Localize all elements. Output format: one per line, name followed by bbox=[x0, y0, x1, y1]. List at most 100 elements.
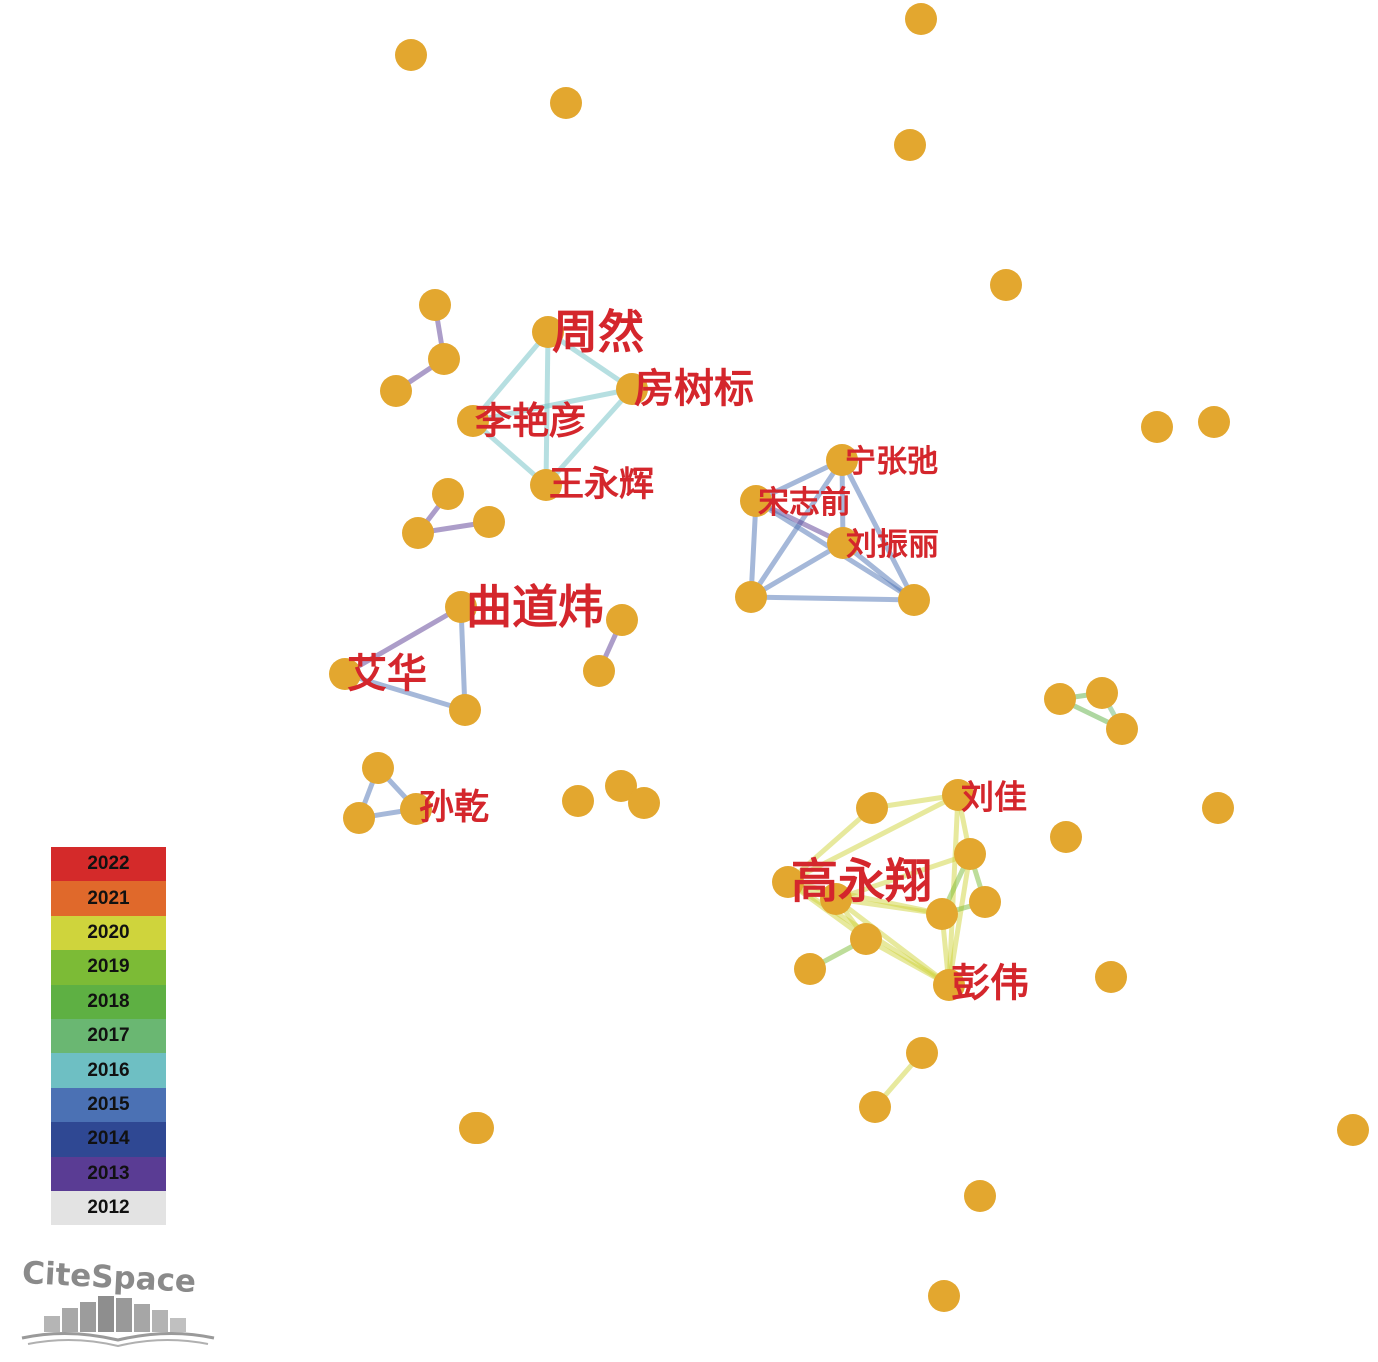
legend-item-2015: 2015 bbox=[51, 1087, 166, 1123]
legend-item-2012: 2012 bbox=[51, 1190, 166, 1226]
node-n29[interactable] bbox=[856, 792, 888, 824]
link-ningzhangchi-n17 bbox=[839, 457, 917, 603]
legend-item-2014: 2014 bbox=[51, 1122, 166, 1157]
link-n16-n17 bbox=[748, 594, 917, 603]
node-n26[interactable] bbox=[1044, 683, 1076, 715]
link-n31-n34 bbox=[833, 851, 973, 902]
link-liuzhenli-n16 bbox=[748, 540, 846, 600]
node-n10[interactable] bbox=[419, 289, 451, 321]
node-n40[interactable] bbox=[964, 1180, 996, 1212]
node-n27[interactable] bbox=[1086, 677, 1118, 709]
label-ningzhangchi: 宁张弛 bbox=[845, 444, 938, 480]
link-songzhiqian-n16 bbox=[748, 498, 759, 600]
legend-item-2018: 2018 bbox=[51, 984, 166, 1019]
legend-item-2019: 2019 bbox=[51, 950, 166, 985]
node-n33[interactable] bbox=[926, 898, 958, 930]
node-n28[interactable] bbox=[1106, 713, 1138, 745]
legend-item-2020: 2020 bbox=[51, 915, 166, 951]
node-n4[interactable] bbox=[894, 129, 926, 161]
node-zhouran[interactable] bbox=[532, 316, 564, 348]
label-liyanyan: 李艳彦 bbox=[475, 400, 586, 443]
node-n7[interactable] bbox=[1198, 406, 1230, 438]
node-n18[interactable] bbox=[449, 694, 481, 726]
node-n35[interactable] bbox=[850, 923, 882, 955]
link-zhouran-liyanyan bbox=[470, 329, 551, 424]
node-n21[interactable] bbox=[562, 785, 594, 817]
node-aihua[interactable] bbox=[329, 658, 361, 690]
legend-item-2022: 2022 bbox=[51, 847, 166, 882]
node-n41[interactable] bbox=[928, 1280, 960, 1312]
link-fangshubiao-wangyonghui bbox=[543, 386, 635, 488]
legend-item-2013: 2013 bbox=[51, 1156, 166, 1191]
node-n37[interactable] bbox=[1095, 961, 1127, 993]
logo-text: CiteSpace bbox=[21, 1258, 197, 1300]
label-wangyonghui: 王永辉 bbox=[549, 465, 654, 505]
legend-item-2017: 2017 bbox=[51, 1018, 166, 1054]
link-qudaowei-aihua bbox=[342, 604, 464, 677]
node-n23[interactable] bbox=[628, 787, 660, 819]
node-fangshubiao[interactable] bbox=[616, 373, 648, 405]
node-songzhiqian[interactable] bbox=[740, 485, 772, 517]
link-n34-n33 bbox=[833, 896, 945, 917]
node-n30[interactable] bbox=[1050, 821, 1082, 853]
node-n8[interactable] bbox=[1337, 1114, 1369, 1146]
node-n17[interactable] bbox=[898, 584, 930, 616]
node-n2[interactable] bbox=[395, 39, 427, 71]
link-n29-gaoyongxiang bbox=[785, 805, 875, 885]
node-n12[interactable] bbox=[380, 375, 412, 407]
label-aihua: 艾华 bbox=[347, 651, 427, 697]
node-pengwei[interactable] bbox=[933, 969, 965, 1001]
node-wangyonghui[interactable] bbox=[530, 469, 562, 501]
link-liyanyan-wangyonghui bbox=[470, 418, 549, 488]
node-sunqian[interactable] bbox=[400, 793, 432, 825]
node-layer bbox=[329, 3, 1369, 1312]
node-n14[interactable] bbox=[473, 506, 505, 538]
node-gaoyongxiang[interactable] bbox=[772, 866, 804, 898]
node-n15[interactable] bbox=[402, 517, 434, 549]
node-n11[interactable] bbox=[428, 343, 460, 375]
label-songzhiqian: 宋志前 bbox=[758, 485, 851, 521]
node-n16[interactable] bbox=[735, 581, 767, 613]
link-n31-pengwei bbox=[946, 851, 973, 988]
label-liujia: 刘佳 bbox=[961, 778, 1027, 817]
legend-item-2016: 2016 bbox=[51, 1053, 166, 1088]
node-n39[interactable] bbox=[859, 1091, 891, 1123]
node-n38[interactable] bbox=[906, 1037, 938, 1069]
node-n42[interactable] bbox=[1202, 792, 1234, 824]
label-fangshubiao: 房树标 bbox=[634, 366, 754, 412]
node-n1[interactable] bbox=[905, 3, 937, 35]
link-fangshubiao-liyanyan bbox=[470, 386, 635, 424]
node-n31[interactable] bbox=[954, 838, 986, 870]
label-sunqian: 孙乾 bbox=[419, 788, 489, 828]
logo-bars-icon bbox=[21, 1296, 215, 1348]
label-pengwei: 彭伟 bbox=[951, 962, 1029, 1007]
label-gaoyongxiang: 高永翔 bbox=[791, 855, 932, 910]
label-qudaowei: 曲道炜 bbox=[466, 580, 604, 634]
node-n24[interactable] bbox=[362, 752, 394, 784]
node-n20[interactable] bbox=[583, 655, 615, 687]
node-n3[interactable] bbox=[550, 87, 582, 119]
node-n43[interactable] bbox=[462, 1112, 494, 1144]
node-n6[interactable] bbox=[1141, 411, 1173, 443]
node-n5[interactable] bbox=[990, 269, 1022, 301]
node-liyanyan[interactable] bbox=[457, 405, 489, 437]
label-liuzhenli: 刘振丽 bbox=[846, 527, 939, 563]
node-n36[interactable] bbox=[794, 953, 826, 985]
node-n22[interactable] bbox=[605, 770, 637, 802]
node-qudaowei[interactable] bbox=[445, 591, 477, 623]
node-n19[interactable] bbox=[606, 604, 638, 636]
node-n13[interactable] bbox=[432, 478, 464, 510]
node-liujia[interactable] bbox=[942, 779, 974, 811]
node-n25[interactable] bbox=[343, 802, 375, 834]
link-qudaowei-n18 bbox=[458, 604, 468, 713]
link-zhouran-fangshubiao bbox=[545, 329, 635, 392]
link-aihua-n18 bbox=[342, 671, 468, 713]
node-ningzhangchi[interactable] bbox=[826, 444, 858, 476]
link-liujia-gaoyongxiang bbox=[785, 792, 961, 885]
node-n34[interactable] bbox=[820, 883, 852, 915]
node-n32[interactable] bbox=[969, 886, 1001, 918]
node-liuzhenli[interactable] bbox=[827, 527, 859, 559]
label-zhouran: 周然 bbox=[552, 305, 644, 359]
